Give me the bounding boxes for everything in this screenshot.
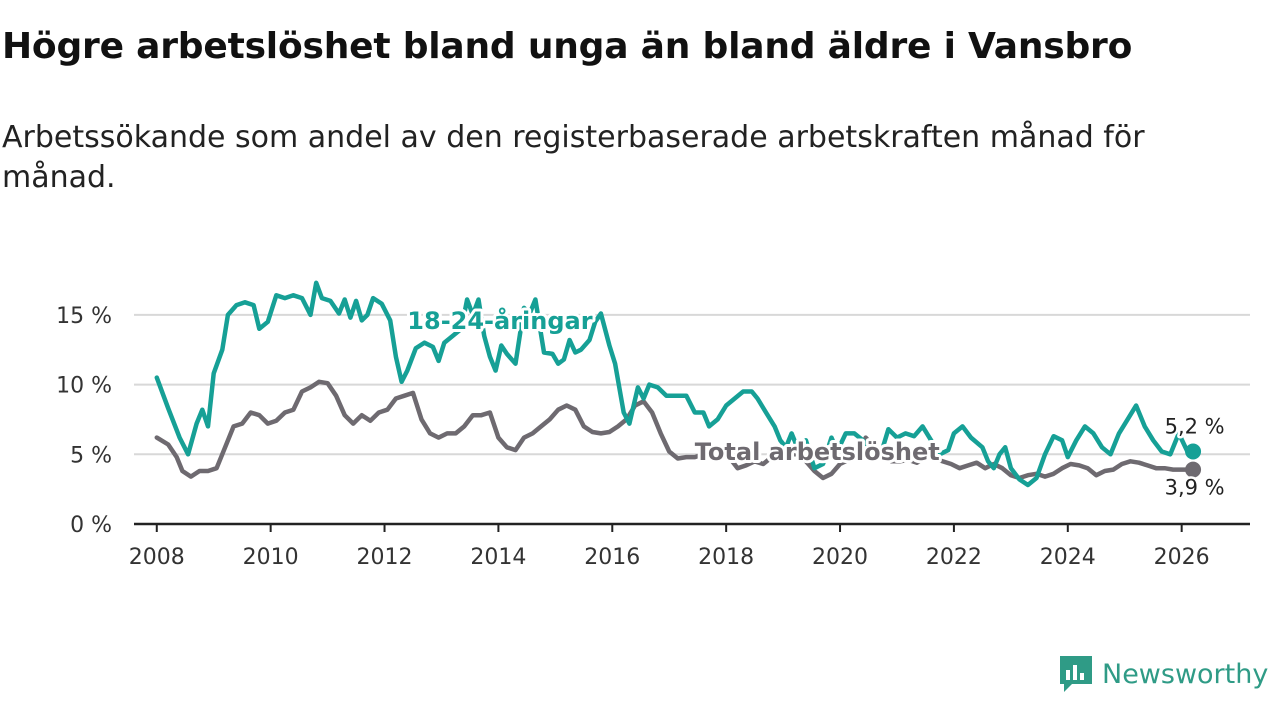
y-tick-label: 5 % [70,443,112,468]
y-tick-label: 10 % [56,374,112,399]
chart-subtitle: Arbetssökande som andel av den registerb… [2,120,1145,195]
y-tick-label: 15 % [56,304,112,329]
x-tick-label: 2020 [812,545,868,570]
x-tick-label: 2016 [584,545,640,570]
series-labels: 18-24-åringar 5,2 % Total arbetslöshet 3,9 … [404,303,1227,502]
x-tick-label: 2018 [698,545,754,570]
x-tick-label: 2014 [470,545,526,570]
line-chart: 0 %5 %10 %15 % 2008 2010 2012 2014 2016 2018 2… [56,280,1250,570]
brand-name: Newsworthy [1102,658,1269,690]
series-end-marker [1185,443,1202,460]
chart-title: Högre arbetslöshet bland unga än bland ä… [2,26,1133,67]
x-tick-label: 2024 [1040,545,1096,570]
series-lines [154,280,1202,488]
end-value-label-total: 3,9 % [1165,476,1225,500]
brand-logo: Newsworthy [1058,654,1268,694]
y-axis-ticks: 0 % 5 % 10 % 15 % [56,304,112,538]
x-tick-label: 2026 [1154,545,1210,570]
series-end-marker [1185,461,1202,478]
x-axis-ticks: 2008 2010 2012 2014 2016 2018 2020 2022 2024 2026 [129,524,1210,570]
series-label-18-24: 18-24-åringar [407,306,592,335]
x-tick-label: 2022 [926,545,982,570]
bar-chart-badge-icon [1060,656,1092,692]
y-gridlines [134,313,1250,456]
series-line-18-24 [154,280,1196,488]
x-tick-label: 2008 [129,545,185,570]
series-label-total: Total arbetslöshet [695,438,940,466]
x-tick-label: 2010 [243,545,299,570]
y-tick-label: 0 % [70,513,112,538]
end-value-label-18-24: 5,2 % [1165,414,1225,438]
x-tick-label: 2012 [357,545,413,570]
